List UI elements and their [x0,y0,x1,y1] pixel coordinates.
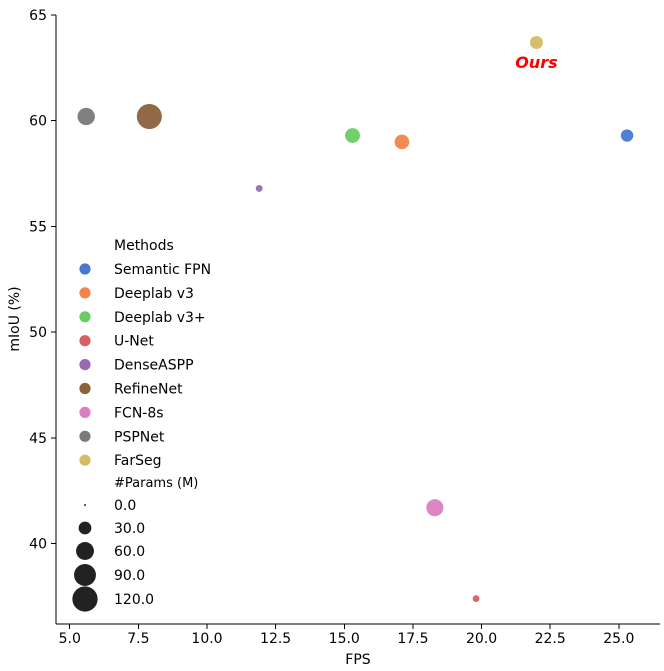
legend-entry-label: FCN-8s [114,405,164,421]
legend-entry-label: DenseASPP [114,358,194,374]
y-tick-label: 60 [29,114,47,130]
y-tick-label: 40 [29,537,47,553]
data-point-pspnet [77,107,95,126]
y-tick-label: 45 [29,431,47,447]
legend-entry-label: U-Net [114,334,154,350]
legend-size-marker [84,504,86,506]
y-tick-label: 55 [29,219,47,235]
legend-size-label: 90.0 [114,568,145,584]
legend-size-marker [78,521,92,535]
data-point-fcn-8s [426,499,444,517]
legend-entry-label: Deeplab v3+ [114,310,206,326]
data-point-u-net [472,595,480,602]
data-point-deeplab-v3 [394,134,410,150]
legend-entry-label: RefineNet [114,382,183,398]
legend-size-marker [74,564,96,586]
x-axis-label: FPS [345,652,370,668]
x-tick-label: 25.0 [603,631,634,647]
data-point-semantic-fpn [620,129,634,142]
legend-entry-label: Semantic FPN [114,262,211,278]
ticks: 5.0 7.5 10.0 12.5 15.0 17.5 20.0 22.5 25.0 40 45 50… [29,8,634,647]
axes [55,15,660,625]
legend-marker [79,382,91,395]
legend-size-label: 30.0 [114,521,145,537]
legend: Methods Semantic FPN Deeplab v3 Deeplab v3… [72,238,211,612]
x-tick-label: 17.5 [397,631,428,647]
legend-size-marker [76,542,94,560]
legend-marker [79,430,91,442]
y-tick-label: 65 [29,8,47,24]
legend-marker [79,335,91,347]
x-tick-label: 5.0 [59,631,81,647]
legend-size-label: 120.0 [114,592,154,608]
y-axis-label: mIoU (%) [7,286,23,351]
legend-marker [79,406,91,418]
legend-marker [79,287,91,299]
legend-marker [79,311,91,323]
annotation-label: Ours [515,53,557,72]
x-tick-label: 22.5 [535,631,566,647]
legend-marker [79,454,91,466]
legend-entry-label: Deeplab v3 [114,286,194,302]
legend-size-label: 60.0 [114,544,145,560]
legend-size-label: 0.0 [114,498,136,514]
data-points [77,35,634,602]
legend-entry-label: PSPNet [114,429,165,445]
legend-marker [79,263,91,275]
data-point-refinenet [136,103,162,130]
legend-size-title: #Params (M) [114,476,198,491]
legend-size-marker [72,586,98,612]
x-tick-label: 12.5 [260,631,291,647]
legend-title: Methods [114,238,174,254]
legend-entry-label: FarSeg [114,453,162,469]
x-tick-label: 15.0 [329,631,360,647]
y-tick-label: 50 [29,325,47,341]
x-tick-label: 7.5 [127,631,149,647]
x-tick-label: 10.0 [191,631,222,647]
data-point-farseg [529,35,543,50]
data-point-deeplab-v3- [345,128,360,143]
legend-marker [79,359,91,371]
annotations: Ours [515,53,557,72]
x-tick-label: 20.0 [466,631,497,647]
data-point-denseaspp [255,184,263,192]
